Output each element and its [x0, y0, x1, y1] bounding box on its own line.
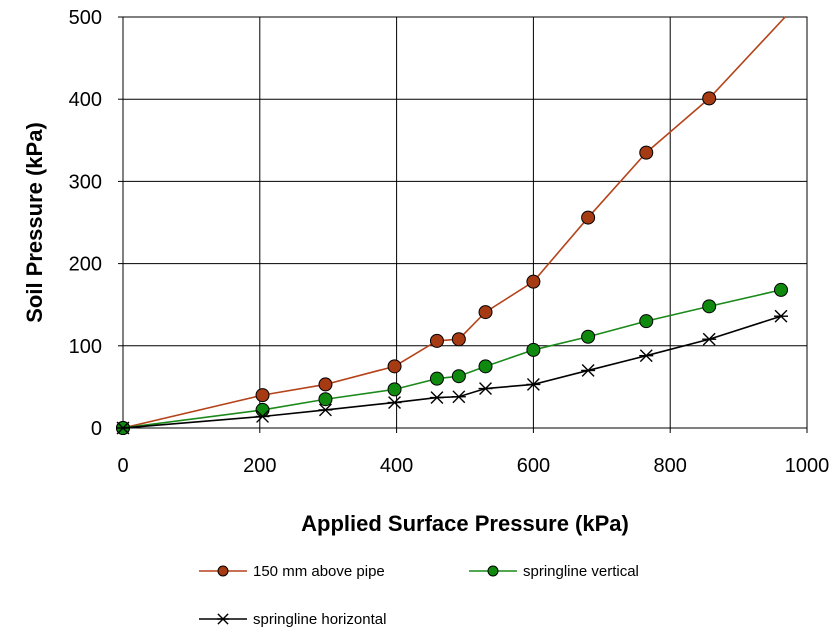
data-point: [478, 359, 493, 374]
y-tick-label: 200: [69, 254, 102, 276]
data-point: [318, 392, 333, 407]
data-point: [702, 91, 717, 106]
x-tick-label: 800: [654, 455, 687, 477]
x-axis-title: Applied Surface Pressure (kPa): [301, 511, 629, 536]
data-point: [255, 410, 270, 423]
data-point: [429, 333, 444, 348]
x-tick-label: 200: [243, 455, 276, 477]
data-point: [429, 391, 444, 405]
legend-label: springline vertical: [523, 563, 639, 580]
y-axis-title: Soil Pressure (kPa): [22, 122, 47, 323]
data-point: [639, 349, 654, 363]
data-point: [774, 309, 789, 323]
data-point: [478, 305, 493, 320]
series-line: [122, 16, 786, 429]
data-point: [702, 332, 717, 346]
x-tick-label: 400: [380, 455, 413, 477]
data-point: [702, 299, 717, 314]
x-axis-ticks: 0 200 400 600 800 1000: [117, 428, 829, 477]
data-point: [318, 377, 333, 392]
data-point: [639, 145, 654, 160]
series-layer: [116, 16, 789, 435]
legend: 150 mm above pipe springline vertical spri…: [199, 563, 639, 628]
legend-label: 150 mm above pipe: [253, 563, 385, 580]
legend-label: springline horizontal: [253, 611, 386, 628]
data-point: [451, 369, 466, 384]
data-point: [478, 382, 493, 395]
series-springline-horizontal: [116, 309, 789, 435]
series-line: [122, 289, 782, 429]
plot-area: [122, 16, 808, 429]
y-tick-label: 100: [69, 336, 102, 358]
data-point: [581, 329, 596, 344]
data-point: [526, 377, 541, 391]
data-point: [255, 388, 270, 403]
data-point: [429, 371, 444, 386]
data-point: [487, 565, 499, 577]
data-point: [774, 282, 789, 297]
series-150-mm-above-pipe: [116, 16, 786, 435]
data-point: [255, 402, 270, 417]
data-point: [526, 274, 541, 289]
data-point: [217, 613, 229, 625]
x-tick-label: 600: [517, 455, 550, 477]
y-tick-label: 300: [69, 171, 102, 193]
data-point: [639, 314, 654, 329]
data-point: [387, 396, 402, 409]
data-point: [451, 390, 466, 404]
grid: [122, 16, 808, 429]
data-point: [526, 342, 541, 357]
data-point: [581, 210, 596, 225]
data-point: [581, 364, 596, 377]
legend-item: springline horizontal: [199, 611, 386, 628]
y-tick-label: 400: [69, 89, 102, 111]
legend-item: 150 mm above pipe: [199, 563, 385, 580]
legend-item: springline vertical: [469, 563, 639, 580]
y-axis-ticks: 0 100 200 300 400 500: [69, 7, 123, 440]
data-point: [217, 565, 229, 577]
x-tick-label: 1000: [785, 455, 830, 477]
y-tick-label: 500: [69, 7, 102, 29]
x-tick-label: 0: [117, 455, 128, 477]
y-tick-label: 0: [91, 418, 102, 440]
series-line: [122, 315, 782, 429]
data-point: [387, 382, 402, 397]
data-point: [451, 332, 466, 347]
series-springline-vertical: [116, 282, 789, 435]
data-point: [318, 403, 333, 417]
data-point: [116, 421, 130, 435]
data-point: [387, 359, 402, 374]
